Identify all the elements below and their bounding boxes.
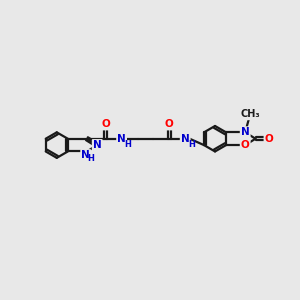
Text: O: O: [165, 119, 174, 129]
Text: O: O: [265, 134, 273, 144]
Text: H: H: [188, 140, 195, 148]
Text: N: N: [81, 150, 90, 160]
Text: N: N: [181, 134, 190, 144]
Text: N: N: [241, 127, 250, 137]
Text: O: O: [101, 119, 110, 129]
Text: O: O: [241, 140, 250, 150]
Text: CH₃: CH₃: [240, 110, 260, 119]
Text: H: H: [87, 154, 94, 163]
Text: N: N: [93, 140, 102, 150]
Text: H: H: [124, 140, 131, 148]
Text: N: N: [117, 134, 126, 144]
